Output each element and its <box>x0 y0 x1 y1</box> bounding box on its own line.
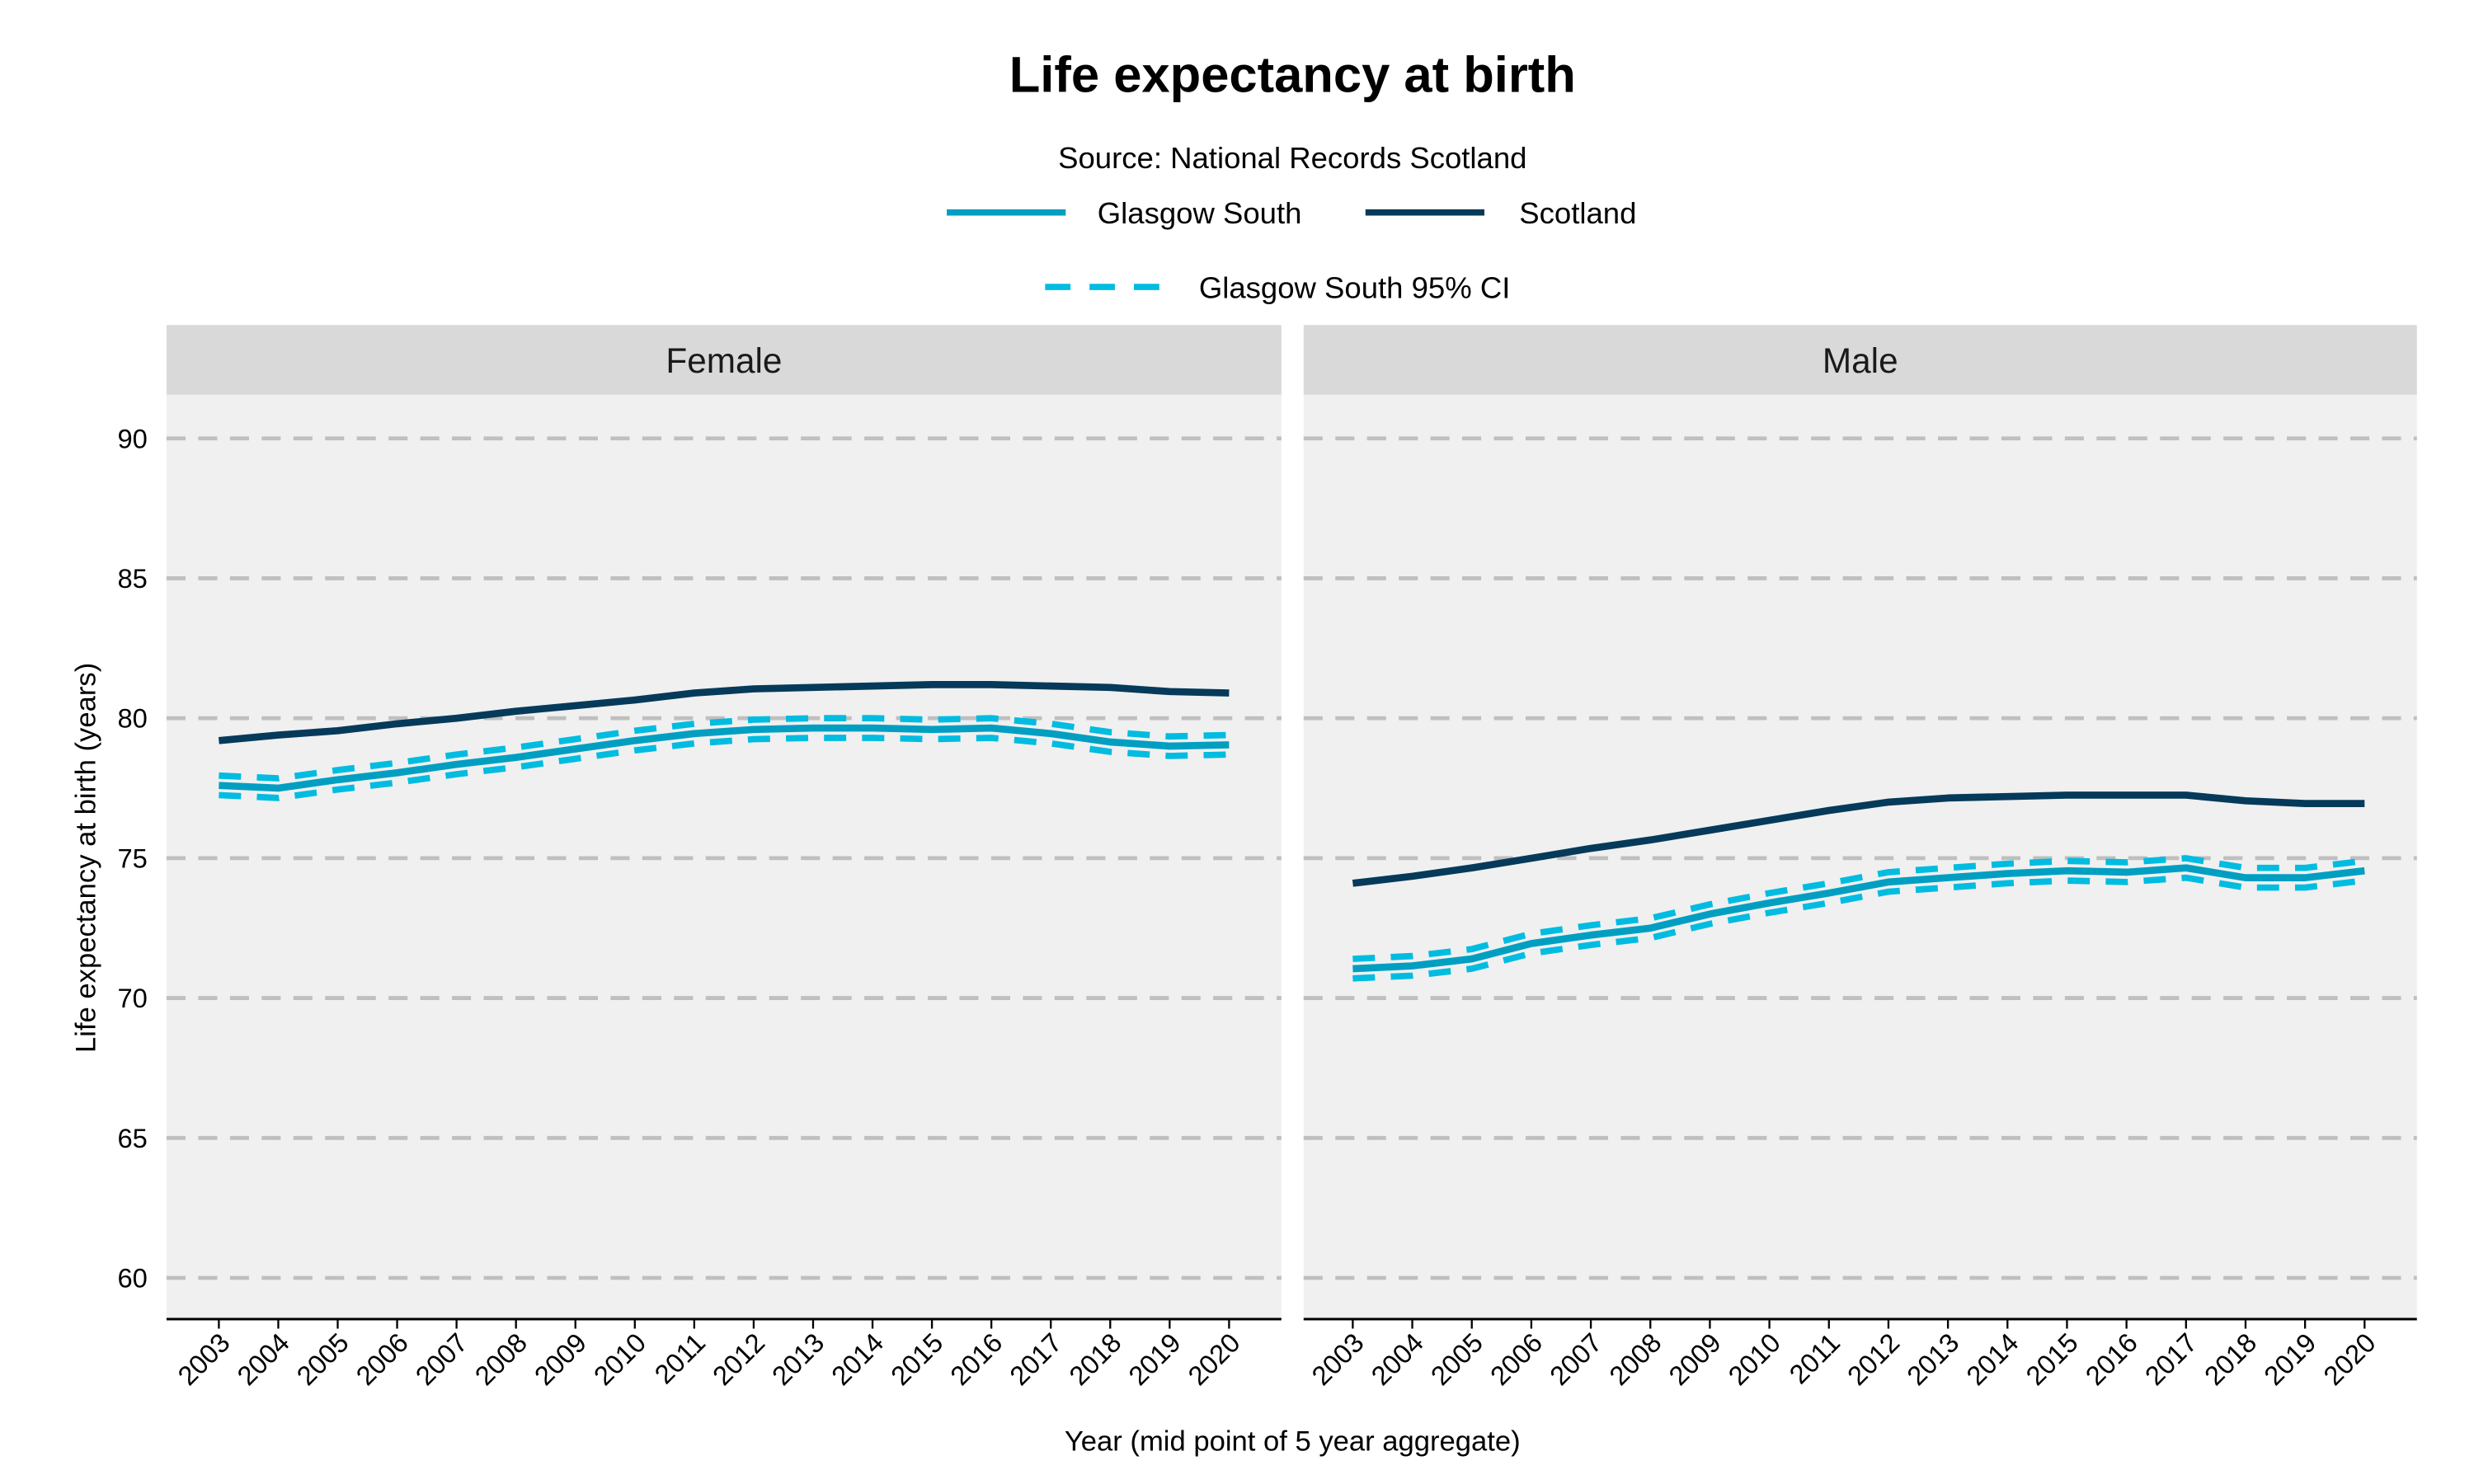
x-tick-label: 2017 <box>1004 1327 1068 1392</box>
y-axis-label: Life expectancy at birth (years) <box>70 663 101 1053</box>
legend-label-ci: Glasgow South 95% CI <box>1199 271 1511 305</box>
x-tick-label: 2019 <box>1122 1327 1187 1392</box>
x-tick-label: 2009 <box>528 1327 592 1392</box>
panel-strip <box>1303 325 2417 395</box>
x-tick-label: 2006 <box>350 1327 414 1392</box>
x-tick-label: 2018 <box>1063 1327 1127 1392</box>
series-line-glasgow-south <box>219 724 1230 792</box>
x-tick-label: 2011 <box>1783 1327 1846 1390</box>
y-tick-label: 65 <box>117 1123 147 1153</box>
x-axis-label: Year (mid point of 5 year aggregate) <box>1065 1426 1521 1458</box>
series-ci-upper <box>219 715 1230 782</box>
x-tick-label: 2004 <box>1365 1327 1429 1392</box>
x-tick-label: 2007 <box>409 1327 473 1392</box>
panel-female: Female 60 65 70 75 80 85 90 20032004200520062007… <box>117 325 1282 1392</box>
legend-label-scotland: Scotland <box>1519 196 1636 230</box>
y-tick-label: 80 <box>117 703 147 734</box>
y-tick-label: 70 <box>117 983 147 1013</box>
panel-strip <box>166 325 1282 395</box>
series-line-scotland <box>218 681 1230 744</box>
legend: Glasgow South Scotland Glasgow South 95%… <box>947 196 1636 305</box>
x-tick-label: 2012 <box>707 1327 771 1392</box>
panel-male: Male 200320042005200620072008200920102011… <box>1303 325 2417 1392</box>
x-tick-label: 2010 <box>1722 1327 1786 1392</box>
legend-label-glasgow-south: Glasgow South <box>1098 196 1302 230</box>
x-tick-label: 2005 <box>1424 1327 1489 1392</box>
x-tick-label: 2020 <box>2317 1327 2382 1392</box>
y-tick-label: 60 <box>117 1263 147 1294</box>
x-tick-label: 2012 <box>1841 1327 1906 1392</box>
series-ci-lower <box>219 735 1230 801</box>
x-tick-label: 2016 <box>2079 1327 2143 1392</box>
x-tick-label: 2009 <box>1663 1327 1727 1392</box>
x-tick-label: 2004 <box>231 1327 295 1392</box>
x-tick-label: 2016 <box>944 1327 1009 1392</box>
x-tick-label: 2018 <box>2199 1327 2263 1392</box>
x-tick-label: 2005 <box>290 1327 355 1392</box>
x-tick-label: 2017 <box>2139 1327 2204 1392</box>
y-tick-label: 85 <box>117 563 147 594</box>
panel-strip-label: Male <box>1823 341 1898 380</box>
x-tick-label: 2014 <box>1960 1327 2025 1392</box>
y-tick-label: 90 <box>117 423 147 453</box>
x-tick-label: 2013 <box>766 1327 830 1392</box>
series-line-glasgow-south <box>1352 864 2365 973</box>
x-tick-label: 2015 <box>885 1327 949 1392</box>
x-tick-label: 2008 <box>468 1327 533 1392</box>
x-tick-label: 2011 <box>648 1327 711 1390</box>
x-tick-label: 2007 <box>1544 1327 1608 1392</box>
chart-title: Life expectancy at birth <box>1009 47 1576 104</box>
series-ci-lower <box>1352 874 2365 982</box>
series-ci-upper <box>1352 855 2365 962</box>
panel-strip-label: Female <box>666 341 782 380</box>
x-tick-label: 2008 <box>1603 1327 1667 1392</box>
x-tick-label: 2006 <box>1484 1327 1549 1392</box>
x-tick-label: 2015 <box>2020 1327 2084 1392</box>
series-line-scotland <box>1352 791 2365 887</box>
chart-subtitle: Source: National Records Scotland <box>1058 141 1526 175</box>
x-tick-label: 2003 <box>172 1327 236 1392</box>
x-tick-label: 2020 <box>1182 1327 1246 1392</box>
x-tick-label: 2003 <box>1305 1327 1370 1392</box>
x-tick-label: 2019 <box>2258 1327 2322 1392</box>
x-tick-label: 2010 <box>588 1327 652 1392</box>
x-tick-label: 2013 <box>1901 1327 1965 1392</box>
x-tick-label: 2014 <box>825 1327 890 1392</box>
y-tick-label: 75 <box>117 843 147 873</box>
